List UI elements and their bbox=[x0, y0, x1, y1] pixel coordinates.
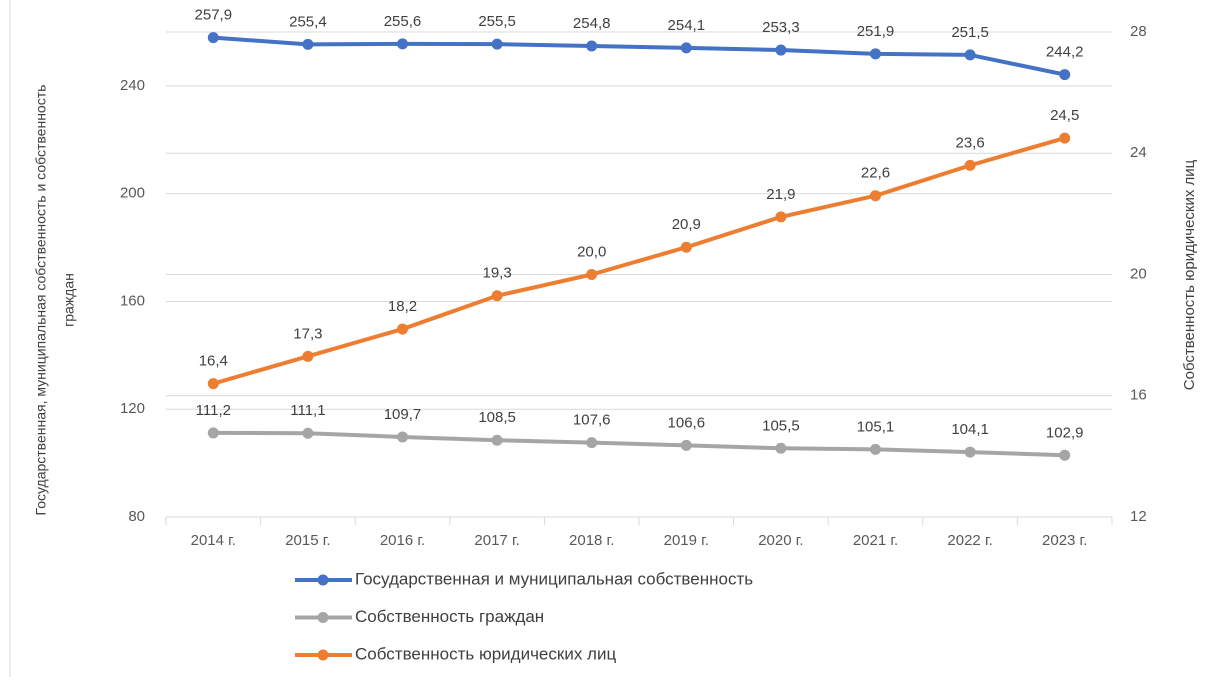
data-point bbox=[397, 431, 408, 443]
y-tick-label: 200 bbox=[120, 185, 145, 202]
data-label: 254,1 bbox=[668, 17, 706, 34]
data-point bbox=[775, 211, 787, 223]
data-label: 106,6 bbox=[668, 414, 706, 431]
data-point bbox=[302, 427, 314, 439]
y-tick-label: 240 bbox=[120, 77, 145, 94]
data-label: 107,6 bbox=[573, 412, 611, 429]
x-tick-label: 2022 г. bbox=[947, 532, 992, 549]
y2-tick-label: 12 bbox=[1130, 508, 1147, 525]
data-label: 105,5 bbox=[762, 417, 800, 434]
series-line bbox=[213, 430, 1065, 458]
x-tick-label: 2017 г. bbox=[474, 532, 519, 549]
x-tick-label: 2015 г. bbox=[285, 532, 330, 549]
data-label: 20,9 bbox=[672, 216, 701, 233]
data-point bbox=[397, 323, 408, 335]
data-label: 251,9 bbox=[857, 23, 895, 40]
data-label: 17,3 bbox=[293, 325, 322, 342]
data-label: 253,3 bbox=[762, 19, 800, 36]
y2-tick-label: 24 bbox=[1130, 144, 1147, 161]
y-axis-title: Государственная, муниципальная собственн… bbox=[33, 85, 77, 516]
legend-marker bbox=[317, 649, 329, 661]
data-point bbox=[491, 38, 503, 50]
data-label: 251,5 bbox=[951, 24, 989, 41]
series-line bbox=[212, 136, 1066, 386]
data-label: 18,2 bbox=[388, 298, 417, 315]
data-point bbox=[586, 437, 598, 449]
y2-tick-label: 16 bbox=[1130, 387, 1147, 404]
legend-label: Собственность граждан bbox=[355, 607, 544, 626]
legend-label: Собственность юридических лиц bbox=[355, 644, 616, 663]
data-point bbox=[964, 49, 976, 61]
data-label: 24,5 bbox=[1050, 107, 1079, 124]
x-tick-label: 2014 г. bbox=[191, 532, 236, 549]
x-tick-label: 2019 г. bbox=[664, 532, 709, 549]
data-point bbox=[1059, 69, 1071, 81]
data-point bbox=[775, 442, 787, 454]
data-label: 16,4 bbox=[199, 353, 228, 370]
x-tick-label: 2016 г. bbox=[380, 532, 425, 549]
data-point bbox=[680, 439, 692, 451]
y-tick-label: 120 bbox=[120, 400, 145, 417]
data-point bbox=[491, 434, 503, 446]
y-tick-label: 160 bbox=[120, 292, 145, 309]
data-label: 104,1 bbox=[951, 421, 989, 438]
x-tick-label: 2021 г. bbox=[853, 532, 898, 549]
data-label: 19,3 bbox=[482, 265, 511, 282]
y-tick-label: 80 bbox=[128, 508, 145, 525]
data-label: 255,5 bbox=[478, 13, 516, 30]
data-point bbox=[586, 40, 598, 52]
legend-marker bbox=[317, 612, 329, 623]
data-point bbox=[870, 190, 881, 202]
data-point bbox=[207, 32, 219, 44]
y2-tick-label: 20 bbox=[1130, 265, 1147, 282]
data-label: 21,9 bbox=[766, 186, 795, 203]
data-point bbox=[1059, 449, 1071, 461]
data-point bbox=[870, 443, 881, 455]
x-tick-label: 2023 г. bbox=[1042, 532, 1087, 549]
y-axis-title-line: Государственная, муниципальная собственн… bbox=[33, 85, 49, 516]
legend-label: Государственная и муниципальная собствен… bbox=[355, 569, 753, 588]
data-point bbox=[207, 378, 219, 390]
data-point bbox=[680, 42, 692, 54]
data-point bbox=[870, 48, 881, 60]
data-label: 111,2 bbox=[196, 402, 231, 419]
data-point bbox=[964, 446, 976, 458]
data-label: 108,5 bbox=[478, 409, 516, 426]
series-line bbox=[213, 35, 1066, 77]
data-label: 109,7 bbox=[384, 406, 422, 423]
legend-marker bbox=[317, 574, 329, 586]
data-label: 22,6 bbox=[861, 165, 890, 182]
data-point bbox=[586, 269, 598, 280]
data-point bbox=[302, 38, 314, 50]
data-point bbox=[680, 241, 692, 253]
data-label: 102,9 bbox=[1046, 424, 1084, 441]
data-point bbox=[207, 427, 219, 439]
x-tick-label: 2018 г. bbox=[569, 532, 614, 549]
data-point bbox=[775, 44, 787, 56]
data-label: 255,4 bbox=[289, 13, 327, 30]
data-label: 111,1 bbox=[290, 402, 325, 419]
data-point bbox=[1059, 132, 1071, 144]
data-point bbox=[302, 350, 314, 362]
data-point bbox=[397, 38, 408, 50]
data-point bbox=[491, 290, 503, 302]
y2-axis-title: Собственность юридических лиц bbox=[1181, 159, 1198, 390]
data-label: 23,6 bbox=[955, 134, 984, 151]
data-label: 105,1 bbox=[857, 418, 895, 435]
x-tick-label: 2020 г. bbox=[758, 532, 803, 549]
data-label: 254,8 bbox=[573, 15, 611, 32]
y2-tick-label: 28 bbox=[1130, 23, 1147, 40]
data-label: 257,9 bbox=[195, 7, 233, 24]
data-label: 20,0 bbox=[577, 243, 606, 260]
y-axis-title-line: граждан bbox=[61, 273, 77, 327]
data-label: 255,6 bbox=[384, 13, 422, 30]
data-point bbox=[964, 159, 976, 171]
data-label: 244,2 bbox=[1046, 44, 1084, 61]
